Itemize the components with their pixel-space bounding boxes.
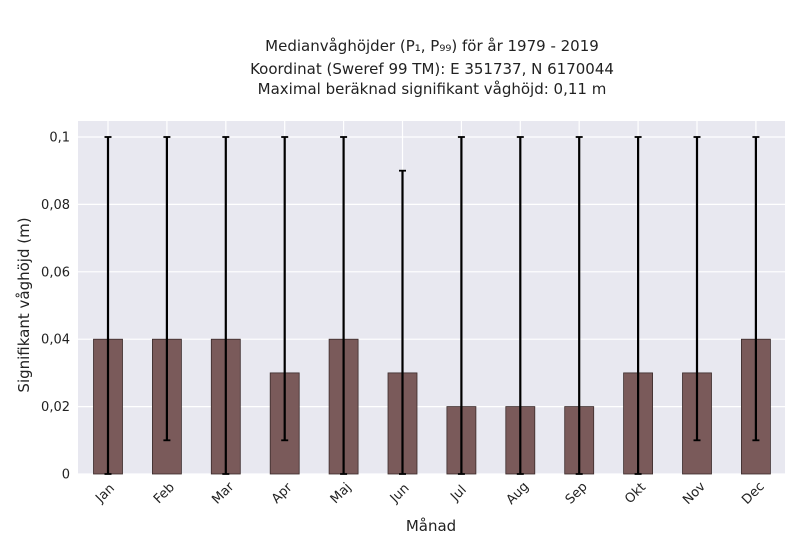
plot-area — [78, 121, 785, 474]
x-tick-label: Dec — [739, 479, 767, 507]
x-tick-label: Nov — [680, 479, 709, 508]
error-bar-jun — [399, 169, 406, 475]
error-bar-sep — [575, 136, 583, 475]
x-axis-label: Månad — [406, 517, 456, 535]
y-axis-label: Signifikant våghöjd (m) — [15, 217, 33, 392]
x-tick-label: Aug — [504, 479, 533, 508]
y-tick-label: 0 — [62, 468, 70, 483]
error-bar-okt — [634, 136, 642, 475]
x-tick-label: Mar — [209, 479, 237, 507]
y-tick-label: 0,02 — [41, 400, 70, 415]
y-tick-label: 0,1 — [49, 131, 70, 146]
x-axis-ticks: Jan Feb Mar Apr Maj Jun Jul Aug Sep Okt Nov Dec — [92, 479, 767, 508]
chart-title: Medianvåghöjder (P₁, P₉₉) för år 1979 - … — [250, 37, 614, 98]
error-bar-aug — [516, 136, 524, 475]
chart-title-line-1: Medianvåghöjder (P₁, P₉₉) för år 1979 - … — [265, 37, 599, 55]
error-bar-jul — [457, 136, 465, 475]
error-bar-feb — [163, 136, 171, 442]
y-axis-ticks: 0 0,02 0,04 0,06 0,08 0,1 — [41, 131, 70, 483]
error-bar-mar — [222, 136, 230, 475]
x-tick-label: Jul — [447, 483, 469, 505]
chart-title-line-2: Koordinat (Sweref 99 TM): E 351737, N 61… — [250, 60, 614, 78]
error-bar-jan — [104, 136, 112, 475]
y-tick-label: 0,08 — [41, 198, 70, 213]
y-tick-label: 0,06 — [41, 265, 70, 280]
error-bar-dec — [752, 136, 760, 442]
x-tick-label: Jan — [92, 481, 117, 506]
x-tick-label: Maj — [328, 480, 355, 507]
x-tick-label: Okt — [622, 480, 649, 507]
x-tick-label: Feb — [151, 480, 178, 507]
error-bar-maj — [340, 136, 348, 475]
chart-title-line-3: Maximal beräknad signifikant våghöjd: 0,… — [258, 80, 607, 98]
error-bar-nov — [693, 136, 701, 442]
x-tick-label: Jun — [387, 481, 413, 507]
x-tick-label: Apr — [269, 480, 296, 507]
error-bar-apr — [281, 136, 289, 442]
error-bars — [104, 136, 760, 475]
x-tick-label: Sep — [563, 480, 591, 508]
y-tick-label: 0,04 — [41, 333, 70, 348]
